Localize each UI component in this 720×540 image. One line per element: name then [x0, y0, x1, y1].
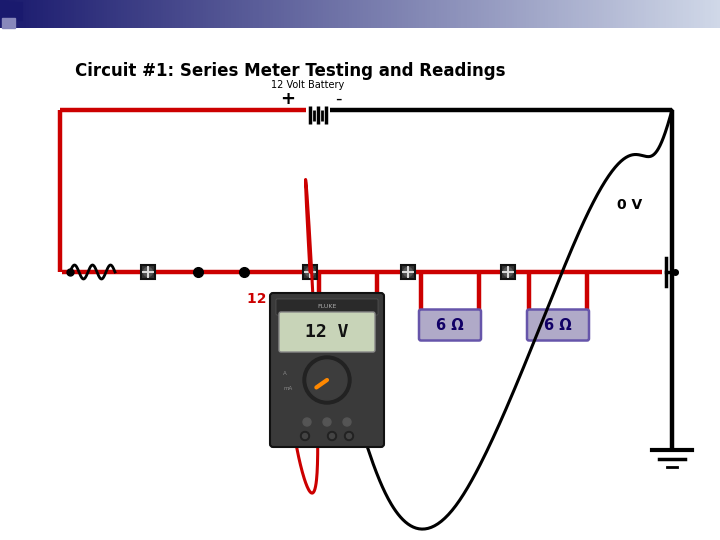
Circle shape [403, 267, 413, 276]
FancyBboxPatch shape [527, 309, 589, 341]
Text: 12 Volt Battery: 12 Volt Battery [271, 80, 345, 90]
Circle shape [323, 418, 331, 426]
Circle shape [330, 434, 335, 438]
FancyBboxPatch shape [270, 293, 384, 447]
FancyBboxPatch shape [276, 299, 378, 315]
Circle shape [302, 434, 307, 438]
FancyBboxPatch shape [317, 309, 379, 341]
Circle shape [344, 431, 354, 441]
Circle shape [305, 267, 315, 276]
Bar [2, 18, 15, 28]
Circle shape [143, 267, 153, 276]
Text: 12 V: 12 V [247, 292, 282, 306]
FancyBboxPatch shape [141, 265, 155, 279]
FancyBboxPatch shape [401, 265, 415, 279]
Text: mA: mA [283, 386, 292, 391]
Text: -: - [335, 90, 341, 108]
Text: 0 V: 0 V [617, 198, 642, 212]
Text: 6 Ω: 6 Ω [334, 318, 362, 333]
Circle shape [303, 418, 311, 426]
Text: 6 Ω: 6 Ω [436, 318, 464, 333]
FancyBboxPatch shape [279, 312, 375, 352]
Bar [2, 2, 22, 20]
Text: Circuit #1: Series Meter Testing and Readings: Circuit #1: Series Meter Testing and Rea… [75, 62, 505, 80]
Text: 6 Ω: 6 Ω [544, 318, 572, 333]
Circle shape [303, 356, 351, 404]
Text: A: A [283, 371, 287, 376]
Circle shape [346, 434, 351, 438]
Text: FLUKE: FLUKE [318, 305, 337, 309]
Text: 12 V: 12 V [305, 323, 348, 341]
FancyBboxPatch shape [501, 265, 515, 279]
Circle shape [328, 431, 336, 441]
Text: +: + [281, 90, 295, 108]
Circle shape [307, 360, 347, 400]
Circle shape [300, 431, 310, 441]
Circle shape [503, 267, 513, 276]
FancyBboxPatch shape [303, 265, 317, 279]
FancyBboxPatch shape [419, 309, 481, 341]
Circle shape [343, 418, 351, 426]
